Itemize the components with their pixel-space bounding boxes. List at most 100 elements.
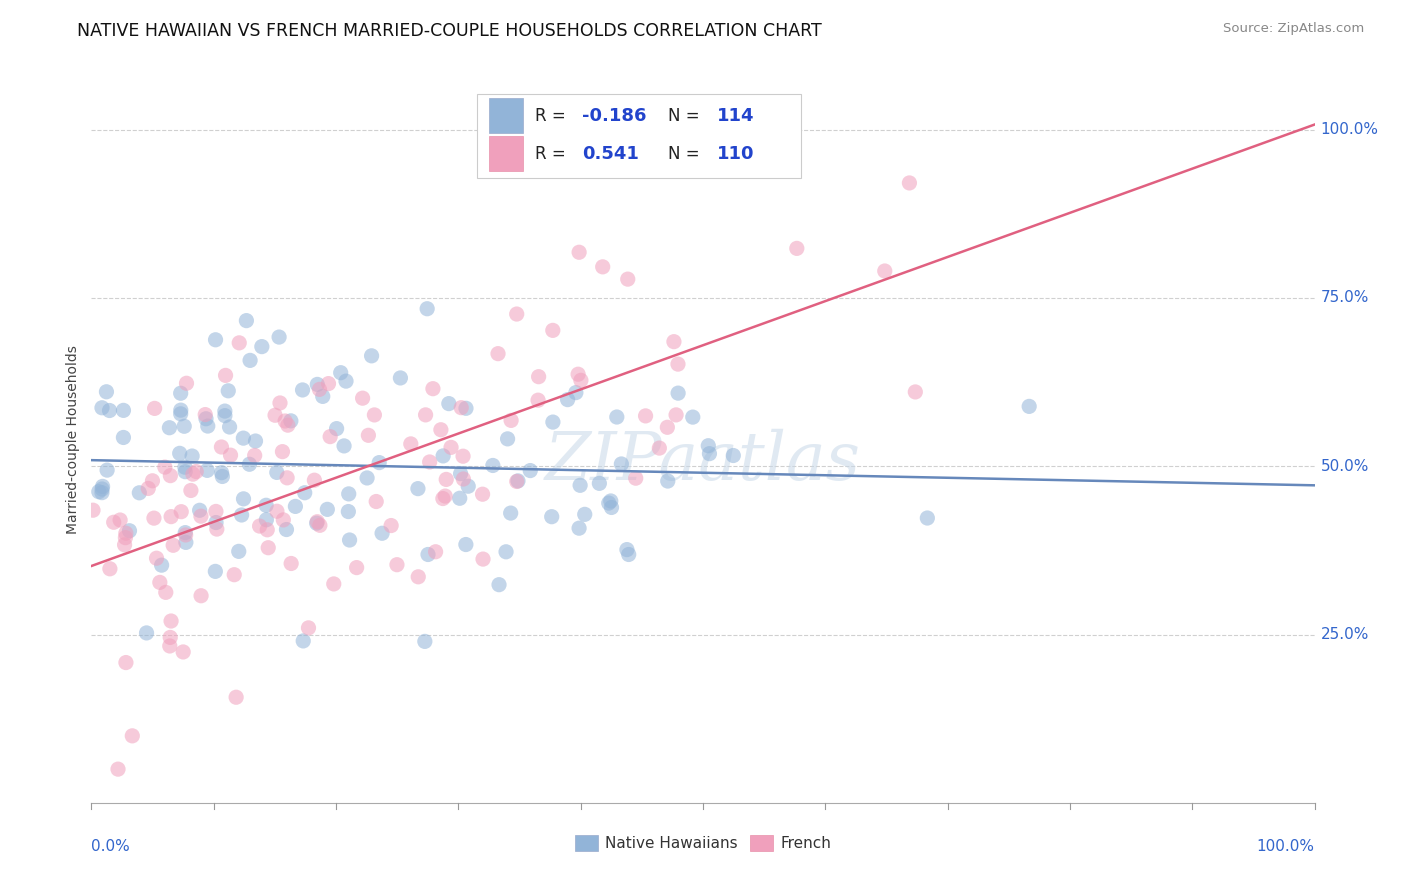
Point [195, 411, 218, 425]
Point [257, 541, 280, 555]
Point [501, 413, 523, 427]
Point [363, 408, 385, 422]
Point [610, 457, 633, 471]
Point [335, 374, 357, 388]
Point [162, 538, 184, 552]
Point [437, 396, 460, 410]
Point [254, 513, 277, 527]
Point [454, 401, 477, 416]
Point [399, 437, 422, 451]
Point [366, 494, 388, 508]
Point [155, 585, 177, 599]
Point [186, 465, 208, 479]
Text: 75.0%: 75.0% [1320, 291, 1369, 305]
Point [318, 376, 340, 391]
Point [153, 460, 176, 475]
Point [557, 392, 579, 407]
Point [214, 368, 236, 383]
Point [329, 366, 352, 380]
Point [190, 589, 212, 603]
Point [873, 264, 896, 278]
Point [657, 420, 679, 434]
Point [87, 484, 110, 499]
Point [159, 468, 181, 483]
Point [307, 377, 329, 392]
Point [145, 551, 167, 566]
Point [225, 690, 247, 705]
Point [389, 371, 412, 385]
Point [449, 491, 471, 506]
Point [254, 498, 277, 512]
Point [228, 335, 250, 350]
Point [697, 439, 720, 453]
Point [256, 523, 278, 537]
Point [434, 472, 457, 486]
Point [180, 483, 202, 498]
Point [453, 472, 475, 486]
Point [568, 245, 591, 260]
Point [115, 656, 138, 670]
Point [319, 429, 342, 443]
Point [540, 509, 562, 524]
Point [170, 505, 193, 519]
Point [96, 384, 118, 399]
Point [118, 524, 141, 538]
Point [415, 408, 437, 422]
Point [297, 621, 319, 635]
Point [634, 409, 657, 423]
Point [904, 384, 927, 399]
Point [699, 447, 721, 461]
Point [194, 408, 217, 422]
Point [506, 307, 529, 321]
Text: N =: N = [668, 145, 704, 162]
Point [786, 241, 808, 255]
Point [616, 542, 638, 557]
Point [309, 518, 332, 533]
Point [541, 415, 564, 429]
Text: -0.186: -0.186 [582, 107, 647, 125]
Point [91, 479, 114, 493]
Point [425, 545, 447, 559]
Point [141, 474, 163, 488]
Point [273, 513, 295, 527]
Point [380, 518, 402, 533]
Point [159, 639, 181, 653]
Point [406, 570, 429, 584]
Point [135, 626, 157, 640]
Point [143, 401, 166, 416]
Point [337, 487, 360, 501]
Point [422, 382, 444, 396]
Point [269, 330, 291, 344]
Point [228, 544, 250, 558]
Point [325, 422, 347, 436]
FancyBboxPatch shape [489, 136, 523, 171]
Point [238, 457, 260, 471]
Point [450, 401, 472, 415]
Point [337, 504, 360, 518]
Point [205, 516, 228, 530]
Point [723, 449, 745, 463]
Point [440, 441, 463, 455]
Point [666, 386, 689, 401]
Point [232, 491, 254, 506]
Point [346, 560, 368, 574]
Point [266, 504, 288, 518]
Point [316, 502, 339, 516]
Point [333, 439, 356, 453]
Point [205, 522, 228, 536]
Point [527, 393, 550, 408]
Point [371, 526, 394, 541]
Point [277, 418, 299, 433]
Point [190, 509, 212, 524]
Point [157, 421, 180, 435]
Text: N =: N = [668, 107, 704, 125]
Point [174, 460, 197, 475]
Point [170, 386, 193, 401]
Point [112, 403, 135, 417]
Point [454, 537, 477, 551]
Point [150, 558, 173, 573]
Point [174, 465, 197, 479]
Point [432, 449, 454, 463]
Point [304, 473, 326, 487]
Point [617, 548, 640, 562]
